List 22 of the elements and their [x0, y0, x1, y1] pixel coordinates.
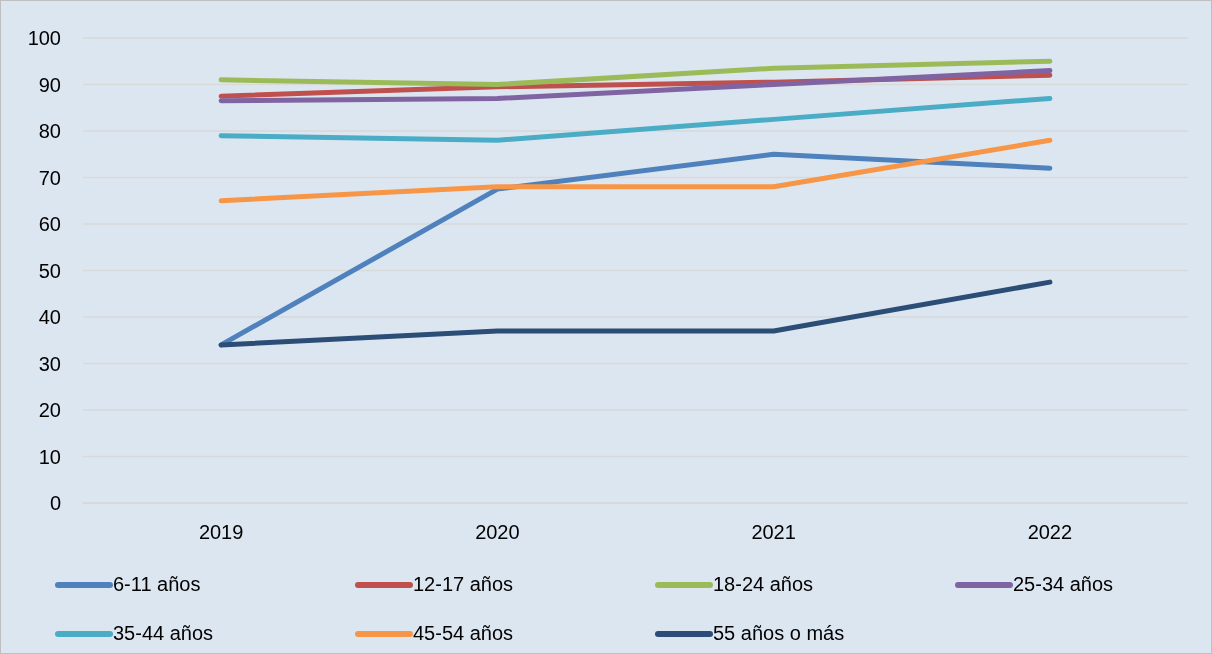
legend-label: 25-34 años	[1013, 573, 1114, 596]
y-tick-label: 30	[38, 352, 61, 375]
y-tick-label: 10	[38, 445, 61, 468]
y-tick-label: 0	[49, 492, 61, 515]
y-tick-label: 90	[38, 73, 61, 96]
x-tick-label: 2019	[198, 521, 244, 544]
legend-label: 35-44 años	[113, 622, 214, 645]
y-tick-label: 80	[38, 120, 61, 143]
x-tick-label: 2021	[751, 521, 796, 544]
legend-label: 12-17 años	[413, 573, 514, 596]
legend-label: 6-11 años	[113, 573, 201, 596]
legend-label: 45-54 años	[413, 622, 514, 645]
legend-label: 55 años o más	[713, 622, 845, 645]
y-tick-label: 20	[38, 399, 61, 422]
y-tick-label: 100	[27, 27, 61, 50]
y-tick-label: 50	[38, 259, 61, 282]
y-tick-label: 40	[38, 306, 61, 329]
x-tick-label: 2022	[1027, 521, 1073, 544]
x-tick-label: 2020	[475, 521, 520, 544]
legend-label: 18-24 años	[713, 573, 814, 596]
y-tick-label: 60	[38, 213, 61, 236]
y-tick-label: 70	[38, 166, 61, 189]
